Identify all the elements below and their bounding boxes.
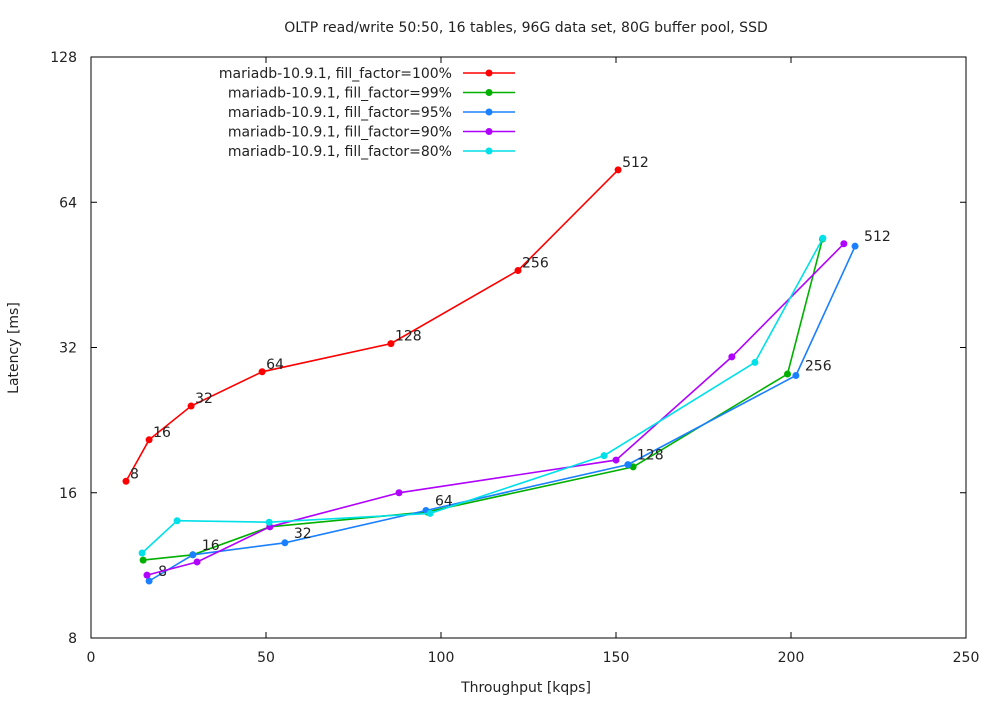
data-point (614, 166, 622, 174)
data-point (514, 267, 522, 275)
y-tick-label: 16 (59, 486, 77, 502)
point-label: 16 (153, 425, 171, 441)
data-point (819, 234, 827, 242)
legend-label: mariadb-10.9.1, fill_factor=95% (228, 105, 452, 121)
legend-label: mariadb-10.9.1, fill_factor=100% (219, 66, 452, 82)
y-tick-label: 64 (59, 195, 77, 211)
series-line (125, 169, 619, 482)
data-point (629, 463, 637, 471)
data-point (265, 518, 273, 526)
legend-marker (485, 128, 493, 135)
series-line (148, 245, 856, 582)
series-line (141, 237, 824, 554)
point-label: 32 (195, 391, 213, 407)
point-label: 32 (294, 526, 312, 542)
point-label: 8 (158, 564, 167, 580)
series-2: 8 16 32 64 128 256 512 (145, 229, 891, 585)
legend-label: mariadb-10.9.1, fill_factor=99% (228, 86, 452, 102)
legend-label: mariadb-10.9.1, fill_factor=80% (228, 144, 452, 160)
point-label: 512 (864, 229, 891, 245)
data-point (173, 517, 181, 525)
series-4 (138, 234, 827, 557)
y-tick-label: 128 (50, 50, 77, 66)
data-point (143, 571, 151, 579)
legend-marker (485, 69, 493, 77)
point-label: 64 (435, 494, 453, 510)
point-label: 128 (637, 448, 664, 464)
legend-label: mariadb-10.9.1, fill_factor=90% (228, 125, 452, 141)
data-point (387, 340, 395, 348)
x-tick-label: 250 (953, 650, 980, 666)
series-line (146, 243, 845, 576)
point-label: 256 (522, 256, 549, 272)
y-axis-label: Latency [ms] (6, 302, 22, 394)
data-point (426, 509, 434, 517)
y-tick-label: 32 (59, 341, 77, 357)
data-point (395, 489, 403, 497)
data-point (139, 556, 147, 564)
data-point (281, 539, 289, 547)
data-point (851, 242, 859, 250)
data-point (784, 370, 791, 378)
data-point (600, 452, 608, 460)
data-point (145, 436, 153, 444)
data-point (187, 402, 195, 410)
y-tick-label: 8 (68, 631, 77, 647)
point-label: 256 (805, 358, 832, 374)
chart-title: OLTP read/write 50:50, 16 tables, 96G da… (284, 20, 768, 36)
x-axis-label: Throughput [kqps] (460, 680, 591, 696)
series-1 (139, 235, 826, 564)
x-tick-label: 0 (87, 650, 96, 666)
point-label: 8 (130, 466, 139, 482)
point-label: 16 (202, 538, 220, 554)
data-point (189, 551, 197, 559)
data-point (193, 558, 201, 566)
series-0: 8 16 32 64 128 256 512 (122, 155, 649, 485)
point-label: 512 (622, 155, 649, 171)
data-point (624, 461, 632, 469)
x-tick-label: 150 (603, 650, 630, 666)
data-point (258, 368, 266, 376)
series-line (143, 238, 824, 561)
data-point (792, 371, 800, 379)
data-point (751, 358, 759, 366)
legend-marker (485, 147, 493, 155)
data-point (728, 353, 736, 361)
x-tick-label: 50 (257, 650, 275, 666)
data-point (122, 477, 130, 485)
point-label: 128 (395, 329, 422, 345)
series-3 (143, 240, 848, 579)
data-point (612, 456, 620, 464)
x-tick-label: 200 (778, 650, 805, 666)
data-point (840, 240, 848, 248)
legend-marker (485, 108, 493, 116)
x-tick-label: 100 (428, 650, 455, 666)
legend-marker (485, 89, 493, 96)
data-point (145, 577, 153, 585)
point-label: 64 (266, 357, 284, 373)
data-point (138, 549, 146, 557)
